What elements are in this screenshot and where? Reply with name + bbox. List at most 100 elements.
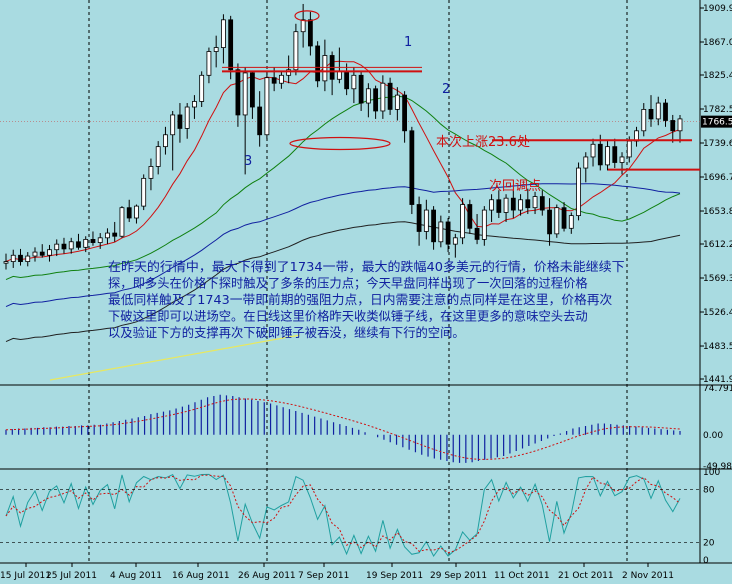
candle-body: [525, 199, 531, 209]
candle-body: [126, 207, 132, 219]
commentary-line: 探，即多头在价格下探时触及了多条的压力点；今天早盘同样出现了一次回落的过程价格: [108, 276, 588, 291]
candle-body: [257, 106, 263, 136]
stoch-tick-label: 20: [703, 538, 715, 548]
candle-body: [561, 207, 567, 229]
candle-body: [670, 120, 676, 132]
macd-tick-label: 0.00: [703, 431, 723, 441]
candle-body: [39, 251, 45, 256]
rise-annotation: 本次上涨23.6处: [436, 134, 530, 150]
candle-body: [170, 114, 176, 136]
candle-body: [97, 237, 103, 243]
support-ellipse: [289, 136, 391, 151]
candle-body: [293, 31, 299, 71]
price-tick-label: 1696.70: [703, 173, 732, 183]
candle-body: [264, 77, 270, 136]
candle-body: [68, 241, 74, 250]
candle-body: [83, 238, 89, 248]
wave-label-2: 2: [442, 82, 450, 97]
candle-body: [155, 146, 161, 167]
candle-body: [278, 74, 284, 84]
candle-body: [547, 209, 552, 235]
candle-body: [489, 199, 494, 211]
candle-body: [18, 254, 23, 262]
candle-body: [394, 94, 400, 110]
candle-body: [322, 55, 328, 82]
candle-body: [228, 19, 234, 71]
candle-body: [235, 69, 241, 116]
candle-body: [576, 167, 581, 217]
candle-body: [90, 238, 96, 243]
candle-body: [61, 243, 67, 250]
candle-body: [416, 204, 422, 232]
candle-body: [474, 227, 480, 240]
candle-body: [10, 254, 16, 262]
candle-body: [612, 146, 618, 163]
high-ellipse: [294, 10, 320, 22]
candle-body: [460, 204, 465, 239]
candle-body: [641, 108, 647, 132]
date-label: 21 Oct 2011: [558, 571, 614, 581]
candle-body: [648, 108, 654, 120]
candle-body: [32, 251, 38, 257]
commentary-line: 以及验证下方的支撑再次下破即锤子被吞没，继续有下行的空间。: [108, 325, 465, 340]
price-tick-label: 1441.90: [703, 375, 732, 385]
candle-body: [568, 215, 574, 229]
date-label: 16 Aug 2011: [172, 571, 230, 581]
date-label: 26 Aug 2011: [238, 571, 296, 581]
candle-body: [221, 19, 226, 48]
candle-body: [445, 221, 451, 245]
ma-yellow-line: [49, 334, 301, 381]
candle-body: [141, 177, 147, 207]
candle-body: [213, 47, 219, 52]
candle-body: [554, 207, 560, 235]
macd-tick-label: 74.791: [703, 384, 732, 394]
candle-body: [148, 166, 154, 179]
candle-body: [105, 232, 110, 239]
ma-long-line: [5, 221, 681, 343]
candle-body: [423, 209, 429, 232]
price-tick-label: 1569.30: [703, 274, 732, 284]
commentary-line: 下破这里即可以进场空。在日线这里价格昨天收类似锤子线，在这里更多的意味空头去动: [108, 309, 588, 324]
candle-body: [496, 199, 502, 213]
candle-body: [583, 156, 589, 169]
ma-mid-line: [5, 95, 681, 281]
date-label: 29 Sep 2011: [430, 571, 487, 581]
candle-body: [373, 88, 379, 112]
candle-body: [250, 72, 255, 108]
ma-fast-line: [5, 60, 681, 263]
candle-body: [518, 199, 523, 211]
candle-body: [177, 114, 183, 129]
candle-body: [315, 45, 321, 82]
current-price-badge: [701, 115, 732, 128]
price-tick-label: 1867.00: [703, 38, 732, 48]
candle-body: [271, 77, 277, 84]
pullback-annotation: 次回调点: [489, 178, 541, 194]
candle-body: [184, 106, 190, 129]
price-tick-label: 1483.50: [703, 342, 732, 352]
candle-body: [402, 94, 408, 132]
price-tick-label: 1739.60: [703, 139, 732, 149]
candle-body: [112, 232, 118, 237]
candle-body: [626, 140, 632, 158]
ma-slow-line: [5, 183, 681, 308]
candle-body: [655, 102, 661, 120]
price-tick-label: 1526.40: [703, 308, 732, 318]
date-label: 25 Jul 2011: [46, 571, 97, 581]
candle-body: [532, 196, 538, 209]
candle-body: [539, 196, 545, 211]
candle-body: [365, 88, 371, 104]
price-tick-label: 1782.50: [703, 105, 732, 115]
candle-body: [605, 146, 610, 166]
candle-body: [387, 82, 393, 110]
stoch-tick-label: 80: [703, 486, 715, 496]
date-label: 4 Aug 2011: [110, 571, 162, 581]
candle-body: [663, 102, 668, 121]
price-tick-label: 1825.40: [703, 71, 732, 81]
candle-body: [242, 72, 248, 116]
macd-signal-line: [5, 398, 681, 460]
candle-body: [47, 249, 52, 256]
date-label: 15 Jul 2011: [0, 571, 51, 581]
candle-body: [163, 134, 168, 148]
price-tick-label: 1612.20: [703, 240, 732, 250]
